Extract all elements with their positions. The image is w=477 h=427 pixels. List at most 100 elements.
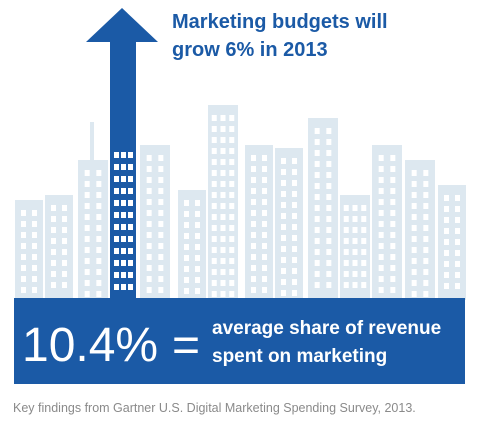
window xyxy=(128,188,133,194)
window xyxy=(378,166,384,172)
window xyxy=(229,214,235,220)
window xyxy=(390,177,396,183)
window xyxy=(128,200,133,206)
window xyxy=(411,236,417,242)
window xyxy=(423,269,429,275)
window xyxy=(390,199,396,205)
window xyxy=(251,166,256,172)
window xyxy=(195,244,200,250)
building xyxy=(308,118,338,300)
window xyxy=(251,177,256,183)
window xyxy=(251,221,256,227)
window xyxy=(411,225,417,231)
window xyxy=(220,258,226,264)
window xyxy=(220,192,226,198)
window xyxy=(229,159,235,165)
window xyxy=(51,205,56,211)
window xyxy=(262,232,267,238)
window xyxy=(343,238,349,244)
banner xyxy=(14,298,465,384)
window xyxy=(455,217,460,223)
window xyxy=(314,216,320,222)
window xyxy=(352,249,358,255)
window xyxy=(314,227,320,233)
window xyxy=(229,280,235,286)
window xyxy=(423,170,429,176)
window xyxy=(411,258,417,264)
window xyxy=(251,210,256,216)
window xyxy=(211,181,217,187)
window xyxy=(251,188,256,194)
window xyxy=(292,180,297,186)
building xyxy=(372,145,402,300)
window xyxy=(378,276,384,282)
window xyxy=(184,255,189,261)
window xyxy=(158,199,164,205)
window xyxy=(262,221,267,227)
window xyxy=(326,271,332,277)
window xyxy=(444,272,449,278)
window xyxy=(211,225,217,231)
window xyxy=(314,161,320,167)
window xyxy=(251,155,256,161)
window xyxy=(229,115,235,121)
window xyxy=(314,150,320,156)
window xyxy=(455,239,460,245)
window xyxy=(326,128,332,134)
window xyxy=(444,228,449,234)
window xyxy=(121,200,126,206)
window xyxy=(84,181,90,187)
window xyxy=(262,177,267,183)
window xyxy=(326,282,332,288)
window xyxy=(229,192,235,198)
window xyxy=(326,150,332,156)
window xyxy=(314,205,320,211)
building xyxy=(245,145,273,300)
window xyxy=(326,183,332,189)
window xyxy=(292,158,297,164)
building xyxy=(45,195,73,300)
window xyxy=(146,287,152,293)
window xyxy=(229,126,235,132)
window xyxy=(96,214,102,220)
window xyxy=(281,279,286,285)
window xyxy=(220,159,226,165)
window xyxy=(326,260,332,266)
window xyxy=(455,272,460,278)
window xyxy=(121,272,126,278)
window xyxy=(195,211,200,217)
window xyxy=(146,166,152,172)
window xyxy=(62,260,67,266)
window xyxy=(211,247,217,253)
window xyxy=(314,282,320,288)
window xyxy=(251,287,256,293)
window xyxy=(251,254,256,260)
window xyxy=(378,155,384,161)
window xyxy=(411,247,417,253)
window xyxy=(21,276,26,282)
banner-text: average share of revenue xyxy=(212,318,441,339)
window xyxy=(378,243,384,249)
window xyxy=(343,282,349,288)
window xyxy=(146,199,152,205)
window xyxy=(390,265,396,271)
window xyxy=(281,202,286,208)
window xyxy=(21,243,26,249)
window xyxy=(281,235,286,241)
window xyxy=(84,280,90,286)
window xyxy=(158,276,164,282)
window xyxy=(229,258,235,264)
window xyxy=(292,224,297,230)
window xyxy=(184,211,189,217)
window xyxy=(195,288,200,294)
window xyxy=(146,254,152,260)
window xyxy=(251,276,256,282)
window xyxy=(281,246,286,252)
window xyxy=(390,188,396,194)
window xyxy=(121,164,126,170)
window xyxy=(262,287,267,293)
arrow-windows xyxy=(114,152,133,290)
window xyxy=(96,192,102,198)
window xyxy=(220,280,226,286)
window xyxy=(21,265,26,271)
